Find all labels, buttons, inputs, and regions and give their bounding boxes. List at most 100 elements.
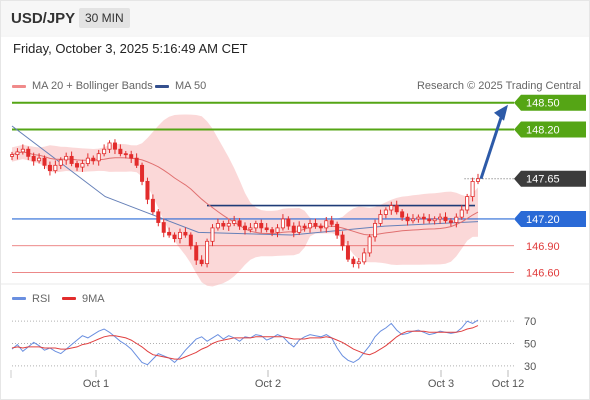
candle — [280, 218, 285, 229]
candle — [378, 214, 383, 224]
candle — [351, 258, 356, 265]
x-tick-label-0: Oct 1 — [83, 378, 109, 390]
candles — [9, 139, 480, 269]
candle — [58, 159, 63, 166]
header-bar: USD/JPY 30 MIN — [1, 1, 589, 35]
candle — [400, 211, 405, 218]
level-label: 147.65 — [526, 174, 560, 186]
candle — [242, 225, 247, 231]
candle — [475, 178, 480, 182]
level-tag-148.20: 148.20 — [514, 121, 586, 138]
candle — [318, 225, 323, 229]
candle — [248, 227, 253, 231]
candle — [465, 196, 470, 211]
candle — [221, 223, 226, 227]
candle — [297, 225, 302, 233]
candle — [362, 252, 367, 263]
x-tick-label-3: Oct 12 — [492, 378, 524, 390]
ma50-legend-swatch — [155, 85, 169, 88]
candle — [313, 223, 318, 227]
candle — [15, 151, 20, 155]
candle — [20, 148, 25, 153]
candle — [275, 227, 280, 233]
x-tick-label-1: Oct 2 — [255, 378, 281, 390]
candle — [183, 231, 188, 236]
level-label: 146.90 — [526, 241, 560, 253]
candle — [383, 209, 388, 215]
candle — [335, 223, 340, 236]
level-label: 148.20 — [526, 125, 560, 137]
level-label: 147.20 — [526, 214, 560, 226]
candle — [177, 231, 182, 240]
candle — [345, 245, 350, 260]
candle — [31, 155, 36, 162]
level-tag-bg — [514, 94, 586, 111]
candle — [448, 220, 453, 223]
candle — [118, 148, 123, 155]
rsi-tick-50: 50 — [524, 339, 536, 351]
candle — [64, 155, 69, 161]
timestamp: Friday, October 3, 2025 5:16:49 AM CET — [13, 41, 248, 56]
candle — [253, 223, 258, 229]
level-tag-bg — [514, 170, 586, 187]
candle — [416, 216, 421, 220]
forecast-arrow-shaft — [479, 114, 504, 180]
ma50-legend-label: MA 50 — [175, 80, 207, 92]
candle — [53, 164, 58, 172]
rsi-legend-label: RSI — [32, 293, 51, 305]
candle — [237, 220, 242, 227]
candle — [199, 259, 204, 265]
candle — [91, 157, 96, 162]
level-label: 148.50 — [526, 98, 560, 110]
bollinger-band — [12, 114, 478, 287]
candle — [394, 205, 399, 213]
candle — [302, 225, 307, 229]
candle — [324, 220, 329, 229]
candle — [134, 157, 139, 166]
x-tick-label-2: Oct 3 — [428, 378, 454, 390]
candle — [145, 181, 150, 200]
level-tag-147.65: 147.65 — [514, 170, 586, 187]
candle — [270, 229, 275, 233]
candle — [438, 216, 443, 220]
ma20-legend-swatch — [12, 85, 26, 88]
candle — [42, 157, 47, 166]
candle — [215, 223, 220, 229]
rsi-ma-legend-label: 9MA — [82, 293, 105, 305]
candle — [356, 261, 361, 265]
candle — [226, 223, 231, 227]
candle — [140, 164, 145, 182]
candle — [286, 218, 291, 227]
candle — [96, 153, 101, 162]
level-tag-146.60: 146.60 — [526, 268, 560, 280]
candle — [9, 154, 14, 157]
candle — [427, 218, 432, 222]
candle — [454, 216, 459, 223]
candle — [102, 148, 107, 155]
candle — [75, 163, 80, 168]
candle — [389, 205, 394, 211]
candle — [259, 223, 264, 229]
candle — [373, 223, 378, 238]
candle — [188, 234, 193, 247]
rsi-ma-legend-swatch — [62, 297, 76, 300]
candle — [232, 220, 237, 224]
candle — [172, 234, 177, 240]
candle — [123, 153, 128, 156]
candle — [129, 154, 134, 159]
candle — [150, 198, 155, 213]
candle — [210, 227, 215, 242]
timeframe-button[interactable]: 30 MIN — [79, 8, 130, 28]
research-credit: Research © 2025 Trading Central — [416, 80, 581, 92]
candle — [107, 142, 112, 150]
level-tag-bg — [514, 121, 586, 138]
candle — [167, 231, 172, 236]
ma20-legend-label: MA 20 + Bollinger Bands — [32, 80, 153, 92]
candle — [405, 216, 410, 222]
candle — [443, 216, 448, 222]
candle — [69, 155, 74, 164]
candle — [367, 236, 372, 254]
level-tag-146.90: 146.90 — [526, 241, 560, 253]
candle — [194, 245, 199, 261]
